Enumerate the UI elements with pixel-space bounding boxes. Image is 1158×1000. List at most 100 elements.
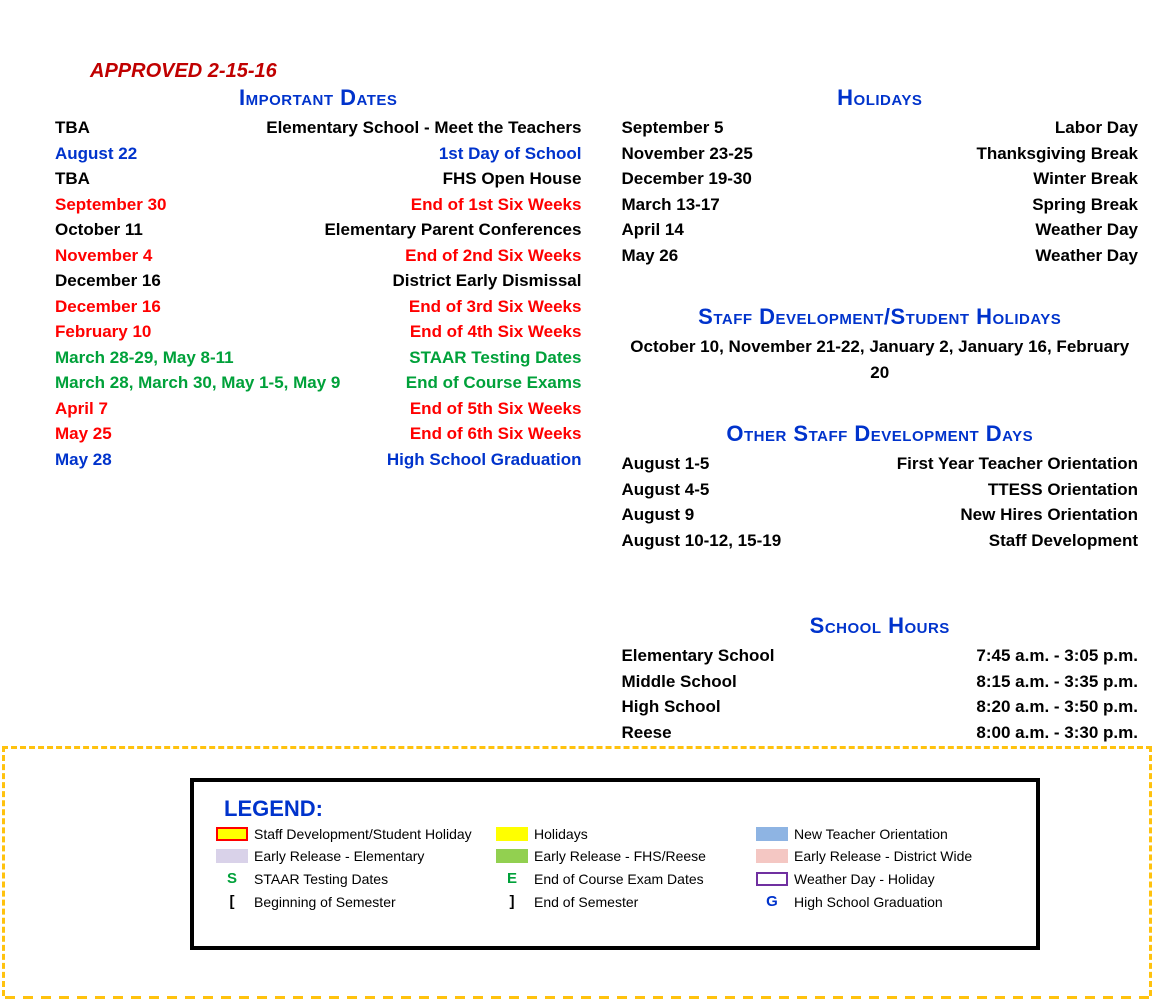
date-row: TBA Elementary School - Meet the Teachers	[55, 115, 581, 141]
date-row: Reese 8:00 a.m. - 3:30 p.m.	[621, 720, 1138, 746]
legend-swatch	[496, 849, 528, 863]
date-label: Middle School	[621, 669, 736, 695]
otherstaff-list: August 1-5 First Year Teacher Orientation…	[621, 451, 1138, 553]
date-desc: Labor Day	[1055, 115, 1138, 141]
date-desc: High School Graduation	[387, 447, 582, 473]
date-row: May 25 End of 6th Six Weeks	[55, 421, 581, 447]
date-desc: 1st Day of School	[439, 141, 582, 167]
date-row: March 28-29, May 8-11STAAR Testing Dates	[55, 345, 581, 371]
legend-item: Staff Development/Student Holiday	[216, 826, 496, 842]
legend-title: LEGEND:	[224, 796, 1014, 822]
important-dates-list: TBA Elementary School - Meet the Teachers…	[55, 115, 581, 472]
date-desc: Weather Day	[1035, 217, 1138, 243]
date-label: August 1-5	[621, 451, 709, 477]
legend-label: End of Course Exam Dates	[534, 871, 704, 887]
date-label: August 4-5	[621, 477, 709, 503]
date-row: September 30End of 1st Six Weeks	[55, 192, 581, 218]
date-row: September 5 Labor Day	[621, 115, 1138, 141]
legend-symbol: E	[496, 870, 528, 887]
date-desc: 8:20 a.m. - 3:50 p.m.	[976, 694, 1138, 720]
date-desc: Winter Break	[1033, 166, 1138, 192]
date-row: August 9 New Hires Orientation	[621, 502, 1138, 528]
holidays-list: September 5 Labor Day November 23-25 Thanks…	[621, 115, 1138, 268]
legend-item: Early Release - Elementary	[216, 848, 496, 864]
date-desc: Staff Development	[989, 528, 1138, 554]
date-row: November 4 End of 2nd Six Weeks	[55, 243, 581, 269]
important-dates-title: Important Dates	[55, 85, 581, 111]
date-row: December 16 End of 3rd Six Weeks	[55, 294, 581, 320]
legend-item: Early Release - District Wide	[756, 848, 1016, 864]
legend-symbol: S	[216, 870, 248, 887]
date-label: December 16	[55, 294, 161, 320]
legend-label: Early Release - Elementary	[254, 848, 424, 864]
date-row: February 10End of 4th Six Weeks	[55, 319, 581, 345]
date-desc: FHS Open House	[443, 166, 582, 192]
date-desc: End of 3rd Six Weeks	[409, 294, 582, 320]
date-desc: End of 6th Six Weeks	[410, 421, 582, 447]
date-row: August 4-5TTESS Orientation	[621, 477, 1138, 503]
legend-label: New Teacher Orientation	[794, 826, 948, 842]
date-label: November 4	[55, 243, 152, 269]
date-desc: 8:15 a.m. - 3:35 p.m.	[976, 669, 1138, 695]
date-row: March 13-17 Spring Break	[621, 192, 1138, 218]
date-label: Elementary School	[621, 643, 774, 669]
legend-swatch	[756, 827, 788, 841]
date-row: August 10-12, 15-19 Staff Development	[621, 528, 1138, 554]
date-desc: Weather Day	[1035, 243, 1138, 269]
date-desc: New Hires Orientation	[960, 502, 1138, 528]
date-desc: District Early Dismissal	[392, 268, 581, 294]
date-row: December 16District Early Dismissal	[55, 268, 581, 294]
legend-swatch	[756, 849, 788, 863]
date-row: November 23-25 Thanksgiving Break	[621, 141, 1138, 167]
legend-item: GHigh School Graduation	[756, 893, 1016, 910]
date-label: High School	[621, 694, 720, 720]
date-label: August 22	[55, 141, 137, 167]
legend-item: ]End of Semester	[496, 893, 756, 910]
date-desc: End of 4th Six Weeks	[410, 319, 582, 345]
date-desc: Thanksgiving Break	[976, 141, 1138, 167]
legend-label: Staff Development/Student Holiday	[254, 826, 472, 842]
legend-label: Early Release - District Wide	[794, 848, 972, 864]
date-label: April 14	[621, 217, 683, 243]
legend-swatch	[756, 872, 788, 886]
staffdev-title: Staff Development/Student Holidays	[621, 304, 1138, 330]
school-hours-list: Elementary School7:45 a.m. - 3:05 p.m.Mi…	[621, 643, 1138, 745]
date-label: May 25	[55, 421, 112, 447]
date-label: August 10-12, 15-19	[621, 528, 781, 554]
date-row: TBAFHS Open House	[55, 166, 581, 192]
date-label: March 13-17	[621, 192, 719, 218]
date-desc: Elementary School - Meet the Teachers	[266, 115, 581, 141]
date-label: April 7	[55, 396, 108, 422]
legend-box: LEGEND: Staff Development/Student Holida…	[190, 778, 1040, 950]
calendar-info-page: APPROVED 2-15-16 Important Dates TBA Elem…	[0, 0, 1158, 1000]
date-label: TBA	[55, 115, 90, 141]
date-label: May 28	[55, 447, 112, 473]
important-dates-section: Important Dates TBA Elementary School - M…	[55, 85, 581, 745]
date-row: May 28 High School Graduation	[55, 447, 581, 473]
date-label: August 9	[621, 502, 694, 528]
date-desc: First Year Teacher Orientation	[897, 451, 1138, 477]
date-desc: End of 5th Six Weeks	[410, 396, 582, 422]
school-hours-title: School Hours	[621, 613, 1138, 639]
date-label: November 23-25	[621, 141, 752, 167]
date-row: Middle School 8:15 a.m. - 3:35 p.m.	[621, 669, 1138, 695]
legend-swatch	[216, 827, 248, 841]
legend-label: STAAR Testing Dates	[254, 871, 388, 887]
approved-stamp: APPROVED 2-15-16	[90, 60, 1138, 83]
legend-label: Holidays	[534, 826, 588, 842]
legend-item: [Beginning of Semester	[216, 893, 496, 910]
date-label: September 5	[621, 115, 723, 141]
date-desc: End of 2nd Six Weeks	[405, 243, 581, 269]
date-row: October 11Elementary Parent Conferences	[55, 217, 581, 243]
date-desc: End of 1st Six Weeks	[411, 192, 582, 218]
two-column-layout: Important Dates TBA Elementary School - M…	[55, 85, 1138, 745]
date-row: March 28, March 30, May 1-5, May 9End of…	[55, 370, 581, 396]
date-row: April 14 Weather Day	[621, 217, 1138, 243]
legend-symbol: ]	[496, 893, 528, 910]
date-label: Reese	[621, 720, 671, 746]
legend-label: High School Graduation	[794, 894, 943, 910]
date-desc: Spring Break	[1032, 192, 1138, 218]
date-desc: 8:00 a.m. - 3:30 p.m.	[976, 720, 1138, 746]
date-label: December 19-30	[621, 166, 751, 192]
date-label: March 28, March 30, May 1-5, May 9	[55, 370, 340, 396]
